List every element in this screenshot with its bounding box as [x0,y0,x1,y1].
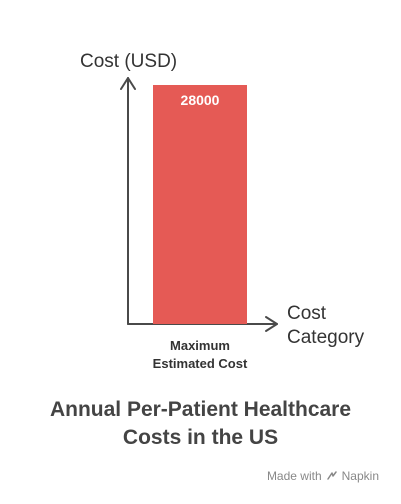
chart-title-line-2: Costs in the US [122,426,279,449]
bar-0 [153,85,247,324]
data-label-0: 28000 [181,92,220,108]
watermark-text: Made with [266,469,322,483]
napkin-watermark[interactable]: Made with Napkin [267,469,379,483]
y-axis-arrow-icon [120,77,136,90]
napkin-logo-icon [326,471,337,480]
watermark-brand: Napkin [341,469,379,483]
x-axis-arrow-icon [265,316,278,332]
x-axis-title-line-1: Cost [287,303,327,324]
bars: 28000 Maximum Estimated Cost [153,85,248,371]
y-axis-title: Cost (USD) [80,51,177,72]
x-tick-label-0: Maximum Estimated Cost [153,338,248,371]
chart-title-line-1: Annual Per-Patient Healthcare [49,398,352,421]
x-axis-title-line-2: Category [287,327,365,348]
chart: Cost (USD) Cost Category 28000 Maximum Est… [80,51,365,371]
chart-title: Annual Per-Patient Healthcare Costs in t… [0,396,401,452]
x-axis-title: Cost Category [287,303,365,348]
